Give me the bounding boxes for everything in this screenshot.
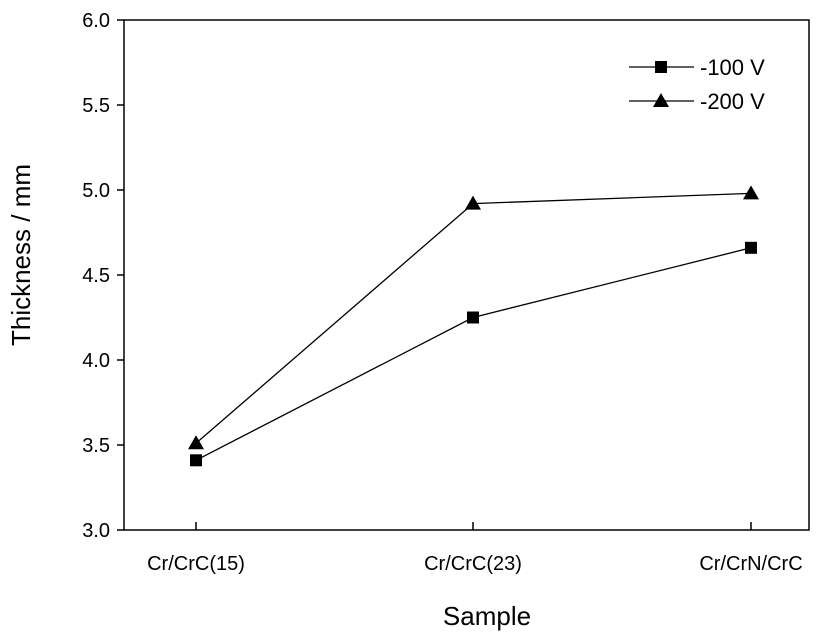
series-1-point-1: [465, 195, 481, 210]
y-tick-label-3: 4.5: [82, 265, 110, 287]
legend-entry-0: -100 V: [629, 55, 765, 80]
y-tick-label-1: 3.5: [82, 435, 110, 457]
x-axis: Cr/CrC(15) Cr/CrC(23) Cr/CrN/CrC: [147, 522, 803, 575]
series-0-point-2: [745, 241, 757, 254]
y-tick-label-0: 3.0: [82, 520, 110, 542]
y-tick-label-5: 5.5: [82, 95, 110, 117]
x-tick-label-2: Cr/CrN/CrC: [699, 553, 802, 575]
legend-marker-0: [655, 61, 667, 73]
y-axis-title: Thickness / mm: [6, 164, 36, 346]
series-0-point-0: [190, 454, 202, 467]
x-axis-title: Sample: [443, 601, 531, 631]
legend-marker-1: [653, 93, 669, 107]
series-0-point-1: [467, 311, 479, 324]
y-tick-label-6: 6.0: [82, 10, 110, 32]
series-line-0: [195, 247, 752, 461]
legend-entry-1: -200 V: [629, 89, 765, 114]
series-1-point-2: [743, 185, 759, 200]
legend: -100 V -200 V: [629, 55, 765, 114]
y-axis: 3.0 3.5 4.0 4.5 5.0 5.5 6.0: [82, 10, 124, 542]
x-tick-label-0: Cr/CrC(15): [147, 553, 245, 575]
legend-label-0: -100 V: [700, 55, 765, 80]
series-layer: [188, 185, 759, 467]
y-tick-label-2: 4.0: [82, 350, 110, 372]
x-tick-label-1: Cr/CrC(23): [424, 553, 522, 575]
series-1: [188, 185, 759, 450]
y-tick-label-4: 5.0: [82, 180, 110, 202]
series-1-point-0: [188, 435, 204, 450]
series-0: [190, 241, 757, 467]
legend-label-1: -200 V: [700, 89, 765, 114]
